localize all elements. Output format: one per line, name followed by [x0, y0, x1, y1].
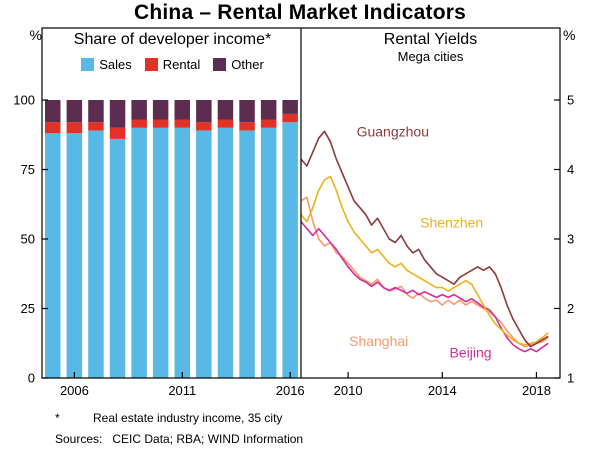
other-swatch-icon	[213, 58, 227, 71]
bar-segment	[196, 130, 212, 378]
bar-segment	[217, 127, 234, 378]
bar-segment	[45, 133, 61, 378]
rental-swatch-icon	[144, 58, 158, 71]
legend-item-sales: Sales	[81, 57, 132, 72]
sources-label: Sources:	[55, 432, 103, 446]
bottom-axis-tick-label: 2018	[522, 383, 551, 398]
bar-segment	[282, 100, 298, 114]
right-axis-tick-label: 2	[567, 301, 574, 316]
bar-segment	[239, 100, 255, 123]
left-axis-tick-label: 100	[13, 93, 35, 108]
left-axis-tick-label: 0	[28, 371, 35, 386]
right-panel-subtitle: Mega cities	[397, 49, 464, 64]
legend: Sales Rental Other	[44, 57, 301, 72]
bar-segment	[109, 100, 126, 128]
bottom-axis-tick-label: 2006	[60, 383, 89, 398]
bar-segment	[131, 100, 147, 120]
legend-item-rental: Rental	[144, 57, 201, 72]
bar-segment	[260, 119, 277, 128]
left-axis-tick-label: 50	[21, 232, 35, 247]
bar-segment	[109, 127, 126, 139]
footnote: * Real estate industry income, 35 city	[55, 411, 282, 425]
series-label-shenzhen: Shenzhen	[420, 214, 483, 230]
bar-segment	[239, 130, 255, 378]
bar-segment	[196, 122, 212, 131]
bar-segment	[174, 100, 190, 120]
line-series-guangzhou	[300, 130, 549, 348]
left-axis-unit: %	[29, 27, 42, 43]
footnote-marker: *	[55, 411, 60, 425]
chart-title: China – Rental Market Indicators	[134, 1, 466, 24]
bar-segment	[66, 133, 83, 378]
left-axis-tick-label: 25	[21, 301, 35, 316]
left-panel-title: Share of developer income*	[73, 31, 272, 48]
bottom-axis-tick-label: 2011	[168, 383, 196, 398]
bar-segment	[152, 100, 169, 120]
right-panel-title: Rental Yields	[383, 31, 478, 48]
bar-segment	[109, 138, 126, 378]
sources-line: Sources: CEIC Data; RBA; WIND Informatio…	[55, 432, 303, 446]
left-axis-tick-label: 75	[21, 162, 35, 177]
bar-segment	[196, 100, 212, 123]
line-series-beijing	[300, 221, 549, 353]
line-series-shenzhen	[300, 175, 549, 346]
sales-swatch-icon	[81, 58, 95, 71]
right-axis-tick-label: 5	[567, 93, 574, 108]
bar-segment	[45, 100, 61, 123]
bar-segment	[45, 122, 61, 134]
bar-segment	[282, 122, 298, 378]
legend-label-other: Other	[231, 57, 264, 72]
right-axis-tick-label: 4	[567, 162, 574, 177]
bar-segment	[217, 119, 234, 128]
series-label-beijing: Beijing	[449, 344, 491, 360]
right-axis-tick-label: 1	[567, 371, 574, 386]
right-axis-unit: %	[563, 27, 576, 43]
bar-segment	[152, 127, 169, 378]
bar-segment	[260, 127, 277, 378]
legend-label-sales: Sales	[99, 57, 132, 72]
legend-item-other: Other	[213, 57, 264, 72]
line-series-shanghai	[300, 196, 549, 348]
bottom-axis-tick-label: 2016	[276, 383, 305, 398]
bottom-axis-tick-label: 2014	[428, 383, 457, 398]
series-label-guangzhou: Guangzhou	[357, 123, 429, 139]
bottom-axis-tick-label: 2010	[334, 383, 363, 398]
bar-segment	[88, 122, 104, 131]
legend-label-rental: Rental	[162, 57, 201, 72]
bar-segment	[88, 100, 104, 123]
bar-segment	[174, 119, 190, 128]
sources-text: CEIC Data; RBA; WIND Information	[112, 432, 304, 446]
series-label-shanghai: Shanghai	[349, 333, 408, 349]
bar-segment	[174, 127, 190, 378]
bar-segment	[66, 100, 83, 123]
bar-segment	[131, 127, 147, 378]
bar-segment	[131, 119, 147, 128]
right-axis-tick-label: 3	[567, 232, 574, 247]
bar-segment	[260, 100, 277, 120]
bar-segment	[66, 122, 83, 134]
bar-segment	[152, 119, 169, 128]
bar-segment	[217, 100, 234, 120]
footnote-text: Real estate industry income, 35 city	[93, 411, 283, 425]
bar-segment	[282, 113, 298, 123]
bar-segment	[239, 122, 255, 131]
bar-segment	[88, 130, 104, 378]
